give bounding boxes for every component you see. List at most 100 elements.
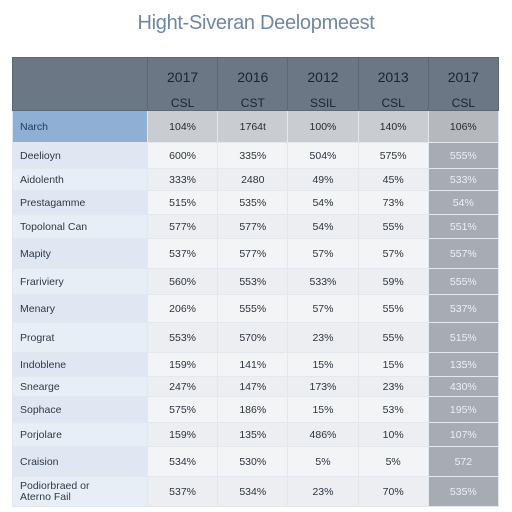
column-header[interactable]: 2017 CSL	[427, 57, 499, 111]
row-label: Prestagamme	[12, 190, 148, 215]
row-label: Indoblene	[12, 352, 148, 377]
table-cell: 23%	[357, 376, 429, 397]
table-cell: 555%	[217, 294, 289, 323]
column-header[interactable]: 2017 CSL	[146, 57, 219, 111]
table-row[interactable]: Prograt 553% 570% 23% 55% 515%	[12, 322, 499, 353]
table-row[interactable]: Frariviery 560% 553% 533% 59% 555%	[12, 268, 499, 295]
table-cell: 537%	[146, 476, 219, 507]
table-cell: 140%	[357, 110, 429, 143]
table-row[interactable]: Topolonal Can 577% 577% 54% 55% 551%	[12, 214, 499, 239]
table-cell: 135%	[427, 352, 499, 377]
highlight-row[interactable]: Narch 104% 1764t 100% 140% 106%	[12, 110, 499, 143]
header-row: 2017 CSL 2016 CST 2012 SSIL 2013 CSL 2017 CSL	[12, 57, 499, 111]
row-label: Menary	[12, 294, 148, 323]
table-cell: 15%	[287, 352, 359, 377]
row-label-line: Aterno Fail	[20, 490, 71, 503]
table-row[interactable]: Podiorbraed or Aterno Fail 537% 534% 23%…	[12, 476, 499, 507]
table-cell: 333%	[146, 168, 219, 191]
table-cell: 70%	[357, 476, 429, 507]
table-cell: 535%	[427, 476, 499, 507]
table-cell: 54%	[427, 190, 499, 215]
table-cell: 2480	[217, 168, 289, 191]
table-row[interactable]: Aidolenth 333% 2480 49% 45% 533%	[12, 168, 499, 191]
table-cell: 15%	[357, 352, 429, 377]
table-cell: 577%	[146, 214, 219, 239]
table-cell: 551%	[427, 214, 499, 239]
row-label: Prograt	[12, 322, 148, 353]
row-label: Snearge	[12, 376, 148, 397]
table-row[interactable]: Snearge 247% 147% 173% 23% 430%	[12, 376, 499, 397]
column-year: 2013	[377, 68, 409, 85]
row-label: Frariviery	[12, 268, 148, 295]
table-cell: 335%	[217, 142, 289, 169]
table-cell: 49%	[287, 168, 359, 191]
table-cell: 10%	[357, 422, 429, 447]
table-cell: 57%	[357, 238, 429, 269]
table-cell: 55%	[357, 322, 429, 353]
table-cell: 15%	[287, 396, 359, 423]
table-cell: 73%	[357, 190, 429, 215]
row-label-line: Podiorbraed or	[20, 479, 90, 492]
table-cell: 1764t	[217, 110, 289, 143]
row-label: Narch	[12, 110, 148, 143]
table-row[interactable]: Menary 206% 555% 57% 55% 537%	[12, 294, 499, 323]
table-cell: 173%	[287, 376, 359, 397]
table-row[interactable]: Indoblene 159% 141% 15% 15% 135%	[12, 352, 499, 377]
table-cell: 577%	[217, 214, 289, 239]
table-cell: 577%	[217, 238, 289, 269]
table-cell: 555%	[427, 268, 499, 295]
column-header[interactable]: 2013 CSL	[357, 57, 429, 111]
table-row[interactable]: Prestagamme 515% 535% 54% 73% 54%	[12, 190, 499, 215]
column-year: 2017	[167, 68, 199, 85]
row-label: Aidolenth	[12, 168, 148, 191]
table-cell: 135%	[217, 422, 289, 447]
table-cell: 555%	[427, 142, 499, 169]
table-cell: 537%	[146, 238, 219, 269]
page-title: Hight-Siveran Deelopmeest	[137, 12, 375, 34]
column-header[interactable]: 2012 SSIL	[287, 57, 359, 111]
table-cell: 159%	[146, 352, 219, 377]
table-row[interactable]: Porjolare 159% 135% 486% 10% 107%	[12, 422, 499, 447]
row-label: Deelioyn	[12, 142, 148, 169]
table-cell: 23%	[287, 476, 359, 507]
column-subheader: CSL	[381, 95, 405, 110]
column-year: 2017	[447, 68, 479, 85]
table-cell: 55%	[357, 294, 429, 323]
table-cell: 533%	[287, 268, 359, 295]
table-cell: 553%	[146, 322, 219, 353]
table-cell: 186%	[217, 396, 289, 423]
table-cell: 100%	[287, 110, 359, 143]
table-cell: 534%	[217, 476, 289, 507]
table-cell: 534%	[146, 446, 219, 477]
header-corner	[12, 57, 148, 111]
table-cell: 535%	[217, 190, 289, 215]
table-cell: 45%	[357, 168, 429, 191]
table-cell: 515%	[146, 190, 219, 215]
table-cell: 530%	[217, 446, 289, 477]
row-label: Mapity	[12, 238, 148, 269]
table-cell: 600%	[146, 142, 219, 169]
column-subheader: CST	[240, 95, 265, 110]
column-year: 2012	[307, 68, 339, 85]
table-cell: 23%	[287, 322, 359, 353]
column-header[interactable]: 2016 CST	[217, 57, 289, 111]
column-year: 2016	[237, 68, 269, 85]
table-cell: 553%	[217, 268, 289, 295]
table-cell: 247%	[146, 376, 219, 397]
table-row[interactable]: Sophace 575% 186% 15% 53% 195%	[12, 396, 499, 423]
row-label: Craision	[12, 446, 148, 477]
column-subheader: SSIL	[309, 95, 336, 110]
row-label: Porjolare	[12, 422, 148, 447]
table-cell: 575%	[357, 142, 429, 169]
table-cell: 147%	[217, 376, 289, 397]
table-cell: 5%	[357, 446, 429, 477]
table-cell: 557%	[427, 238, 499, 269]
table-cell: 54%	[287, 190, 359, 215]
table-row[interactable]: Deelioyn 600% 335% 504% 575% 555%	[12, 142, 499, 169]
table-row[interactable]: Mapity 537% 577% 57% 57% 557%	[12, 238, 499, 269]
table-cell: 53%	[357, 396, 429, 423]
table-row[interactable]: Craision 534% 530% 5% 5% 572	[12, 446, 499, 477]
table-cell: 55%	[357, 214, 429, 239]
table-cell: 486%	[287, 422, 359, 447]
column-subheader: CSL	[451, 95, 476, 110]
